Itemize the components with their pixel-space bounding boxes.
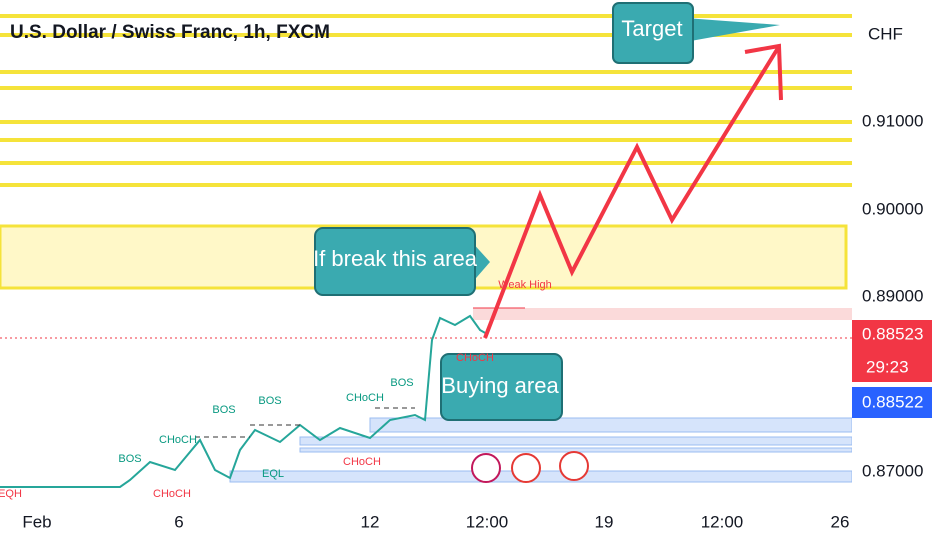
time-label: 12: [361, 512, 380, 531]
price-label: 0.91000: [862, 111, 923, 130]
annotation: BOS: [390, 377, 413, 389]
annotation: BOS: [212, 404, 235, 416]
currency: CHF: [868, 24, 903, 43]
countdown: 29:23: [866, 357, 909, 376]
arrow-head: [744, 43, 783, 101]
price-axis: [852, 0, 932, 550]
time-label: 12:00: [701, 512, 744, 531]
last-price: 0.88523: [862, 324, 923, 343]
annotation: CHoCH: [346, 392, 384, 404]
annotation: CHoCH: [153, 488, 191, 500]
callout-text: Target: [621, 16, 682, 41]
annotation: EQL: [262, 468, 284, 480]
price-label: 0.90000: [862, 199, 923, 218]
annotation: CHoCH: [159, 434, 197, 446]
annotation: BOS: [118, 453, 141, 465]
price-trace: [0, 314, 488, 488]
callout-text: Buying area: [441, 373, 559, 398]
chart-title: U.S. Dollar / Swiss Franc, 1h, FXCM: [10, 22, 330, 43]
time-label: 12:00: [466, 512, 509, 531]
callout-text: If break this area: [313, 246, 478, 271]
bid-price: 0.88522: [862, 392, 923, 411]
time-label: 6: [174, 512, 183, 531]
time-axis: [0, 500, 852, 550]
annotation: EQH: [0, 488, 22, 500]
projection-arrow: [483, 46, 780, 339]
time-label: Feb: [22, 512, 51, 531]
resistance-lines: [0, 14, 852, 187]
annotation: CHoCH: [343, 456, 381, 468]
bid-price-box: [852, 387, 932, 418]
supply-zone: [473, 308, 852, 320]
annotation: CHoCH: [456, 352, 494, 364]
time-label: 26: [831, 512, 850, 531]
annotation: BOS: [258, 395, 281, 407]
price-label: 0.87000: [862, 461, 923, 480]
annotation: Weak High: [498, 279, 552, 291]
structure-lines: [195, 407, 415, 438]
time-label: 19: [595, 512, 614, 531]
price-label: 0.89000: [862, 286, 923, 305]
last-price-box: [852, 320, 932, 382]
event-icons: [471, 451, 589, 483]
callouts: [314, 2, 780, 421]
